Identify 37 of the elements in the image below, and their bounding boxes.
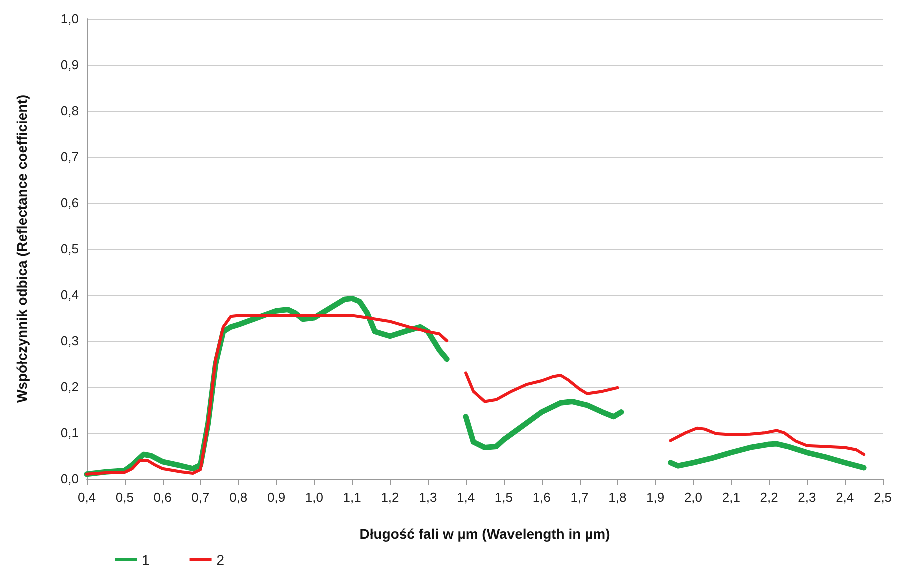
x-tick-label: 0,8 (230, 490, 248, 505)
y-axis-title: Współczynnik odbica (Reflectance coefficient) (14, 94, 30, 404)
x-tick-label: 0,5 (116, 490, 134, 505)
x-tick-label: 2,1 (722, 490, 740, 505)
x-tick-label: 1,5 (494, 490, 513, 505)
x-tick-label: 2,5 (874, 490, 892, 505)
x-tick-label: 0,6 (154, 490, 172, 505)
y-tick-label: 0,9 (60, 58, 79, 72)
y-tick-label: 0,5 (60, 242, 79, 256)
x-tick-label: 0,9 (267, 490, 286, 505)
x-tick-label: 2,4 (836, 490, 854, 505)
x-tick-label: 2,2 (760, 490, 778, 505)
legend-label: 1 (142, 552, 150, 568)
x-tick-label: 1,3 (419, 490, 438, 505)
x-tick-label: 1,0 (305, 490, 324, 505)
x-tick-label: 1,7 (570, 490, 589, 505)
y-tick-label: 1,0 (60, 12, 79, 26)
x-tick-label: 1,8 (608, 490, 627, 505)
x-tick-label: 0,4 (78, 490, 96, 505)
y-tick-label: 0,6 (60, 196, 79, 210)
y-tick-label: 0,1 (60, 426, 79, 440)
y-tick-label: 0,0 (60, 472, 79, 486)
x-tick-label: 0,7 (192, 490, 210, 505)
legend-label: 2 (216, 552, 225, 568)
y-tick-label: 0,4 (60, 288, 79, 302)
x-axis-title: Długość fali w µm (Wavelength in µm) (360, 526, 610, 542)
x-tick-label: 1,2 (381, 490, 400, 505)
x-tick-label: 1,1 (343, 490, 362, 505)
x-tick-label: 2,3 (798, 490, 816, 505)
x-tick-label: 2,0 (684, 490, 703, 505)
y-tick-label: 0,7 (60, 150, 79, 164)
x-tick-label: 1,4 (457, 490, 476, 505)
y-tick-label: 0,8 (60, 104, 79, 118)
x-tick-label: 1,9 (646, 490, 665, 505)
y-tick-label: 0,3 (60, 334, 79, 348)
y-tick-label: 0,2 (60, 380, 79, 394)
x-tick-label: 1,6 (532, 490, 551, 505)
